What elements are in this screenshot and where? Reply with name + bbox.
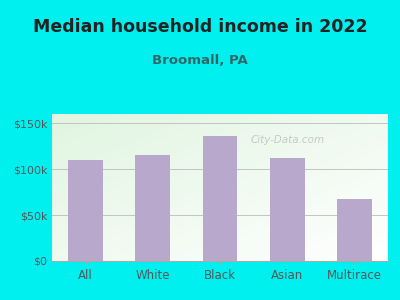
Bar (68, 160, 103, 261)
Text: Broomall, PA: Broomall, PA (152, 53, 248, 67)
Bar (337, 199, 372, 261)
Bar (135, 155, 170, 261)
Bar (202, 136, 238, 261)
Text: City-Data.com: City-Data.com (250, 136, 324, 146)
Bar (270, 158, 305, 261)
Text: Median household income in 2022: Median household income in 2022 (33, 18, 367, 36)
